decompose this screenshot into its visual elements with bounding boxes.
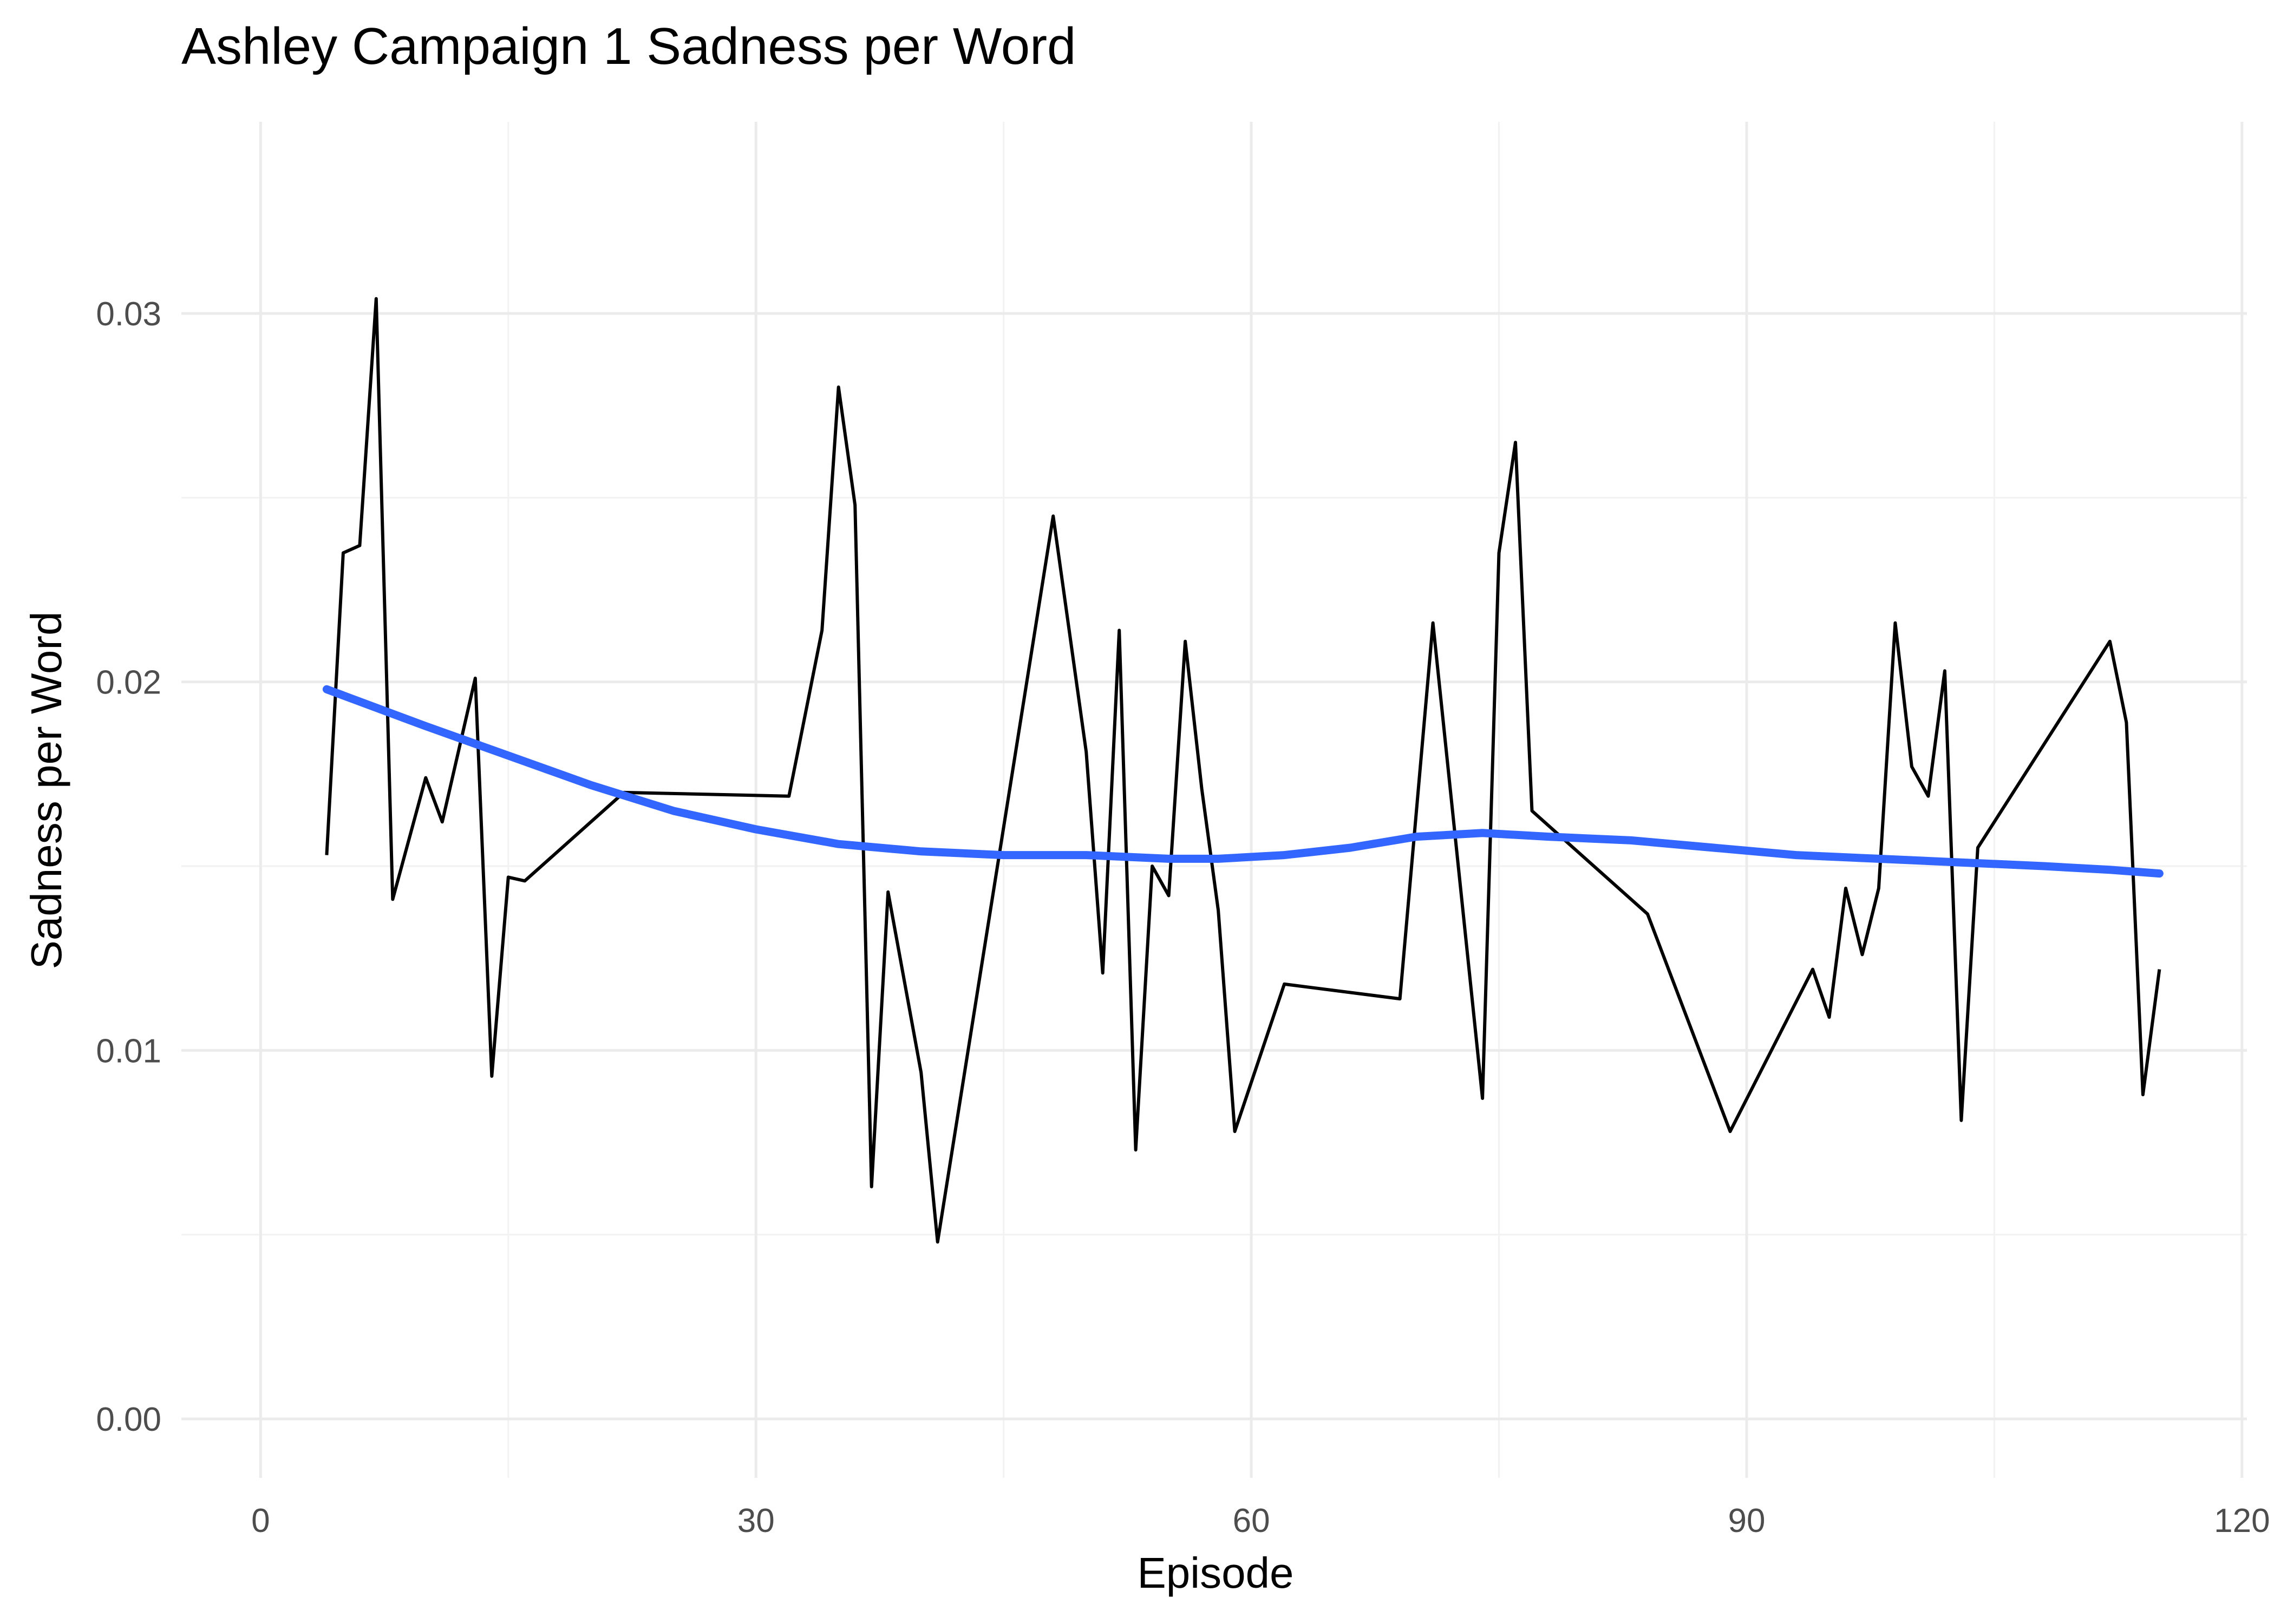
sadness-series-line <box>325 297 2161 1244</box>
y-tick-label: 0.03 <box>96 296 161 333</box>
grid <box>181 122 2247 1478</box>
y-tick-label: 0.02 <box>96 664 161 702</box>
y-tick-label: 0.01 <box>96 1032 161 1070</box>
y-tick-labels: 0.00 0.01 0.02 0.03 <box>96 296 161 1438</box>
series-layer <box>322 297 2164 1244</box>
y-tick-label: 0.00 <box>96 1401 161 1438</box>
x-tick-label: 120 <box>2214 1502 2270 1540</box>
chart-title: Ashley Campaign 1 Sadness per Word <box>181 17 1076 75</box>
x-tick-labels: 0 30 60 90 120 <box>251 1502 2270 1540</box>
x-tick-label: 60 <box>1233 1502 1270 1540</box>
y-axis-title: Sadness per Word <box>22 611 70 969</box>
x-tick-label: 30 <box>737 1502 775 1540</box>
x-axis-title: Episode <box>1137 1549 1293 1597</box>
smoothed-trend-line <box>322 685 2164 878</box>
x-tick-label: 90 <box>1728 1502 1765 1540</box>
x-tick-label: 0 <box>251 1502 270 1540</box>
